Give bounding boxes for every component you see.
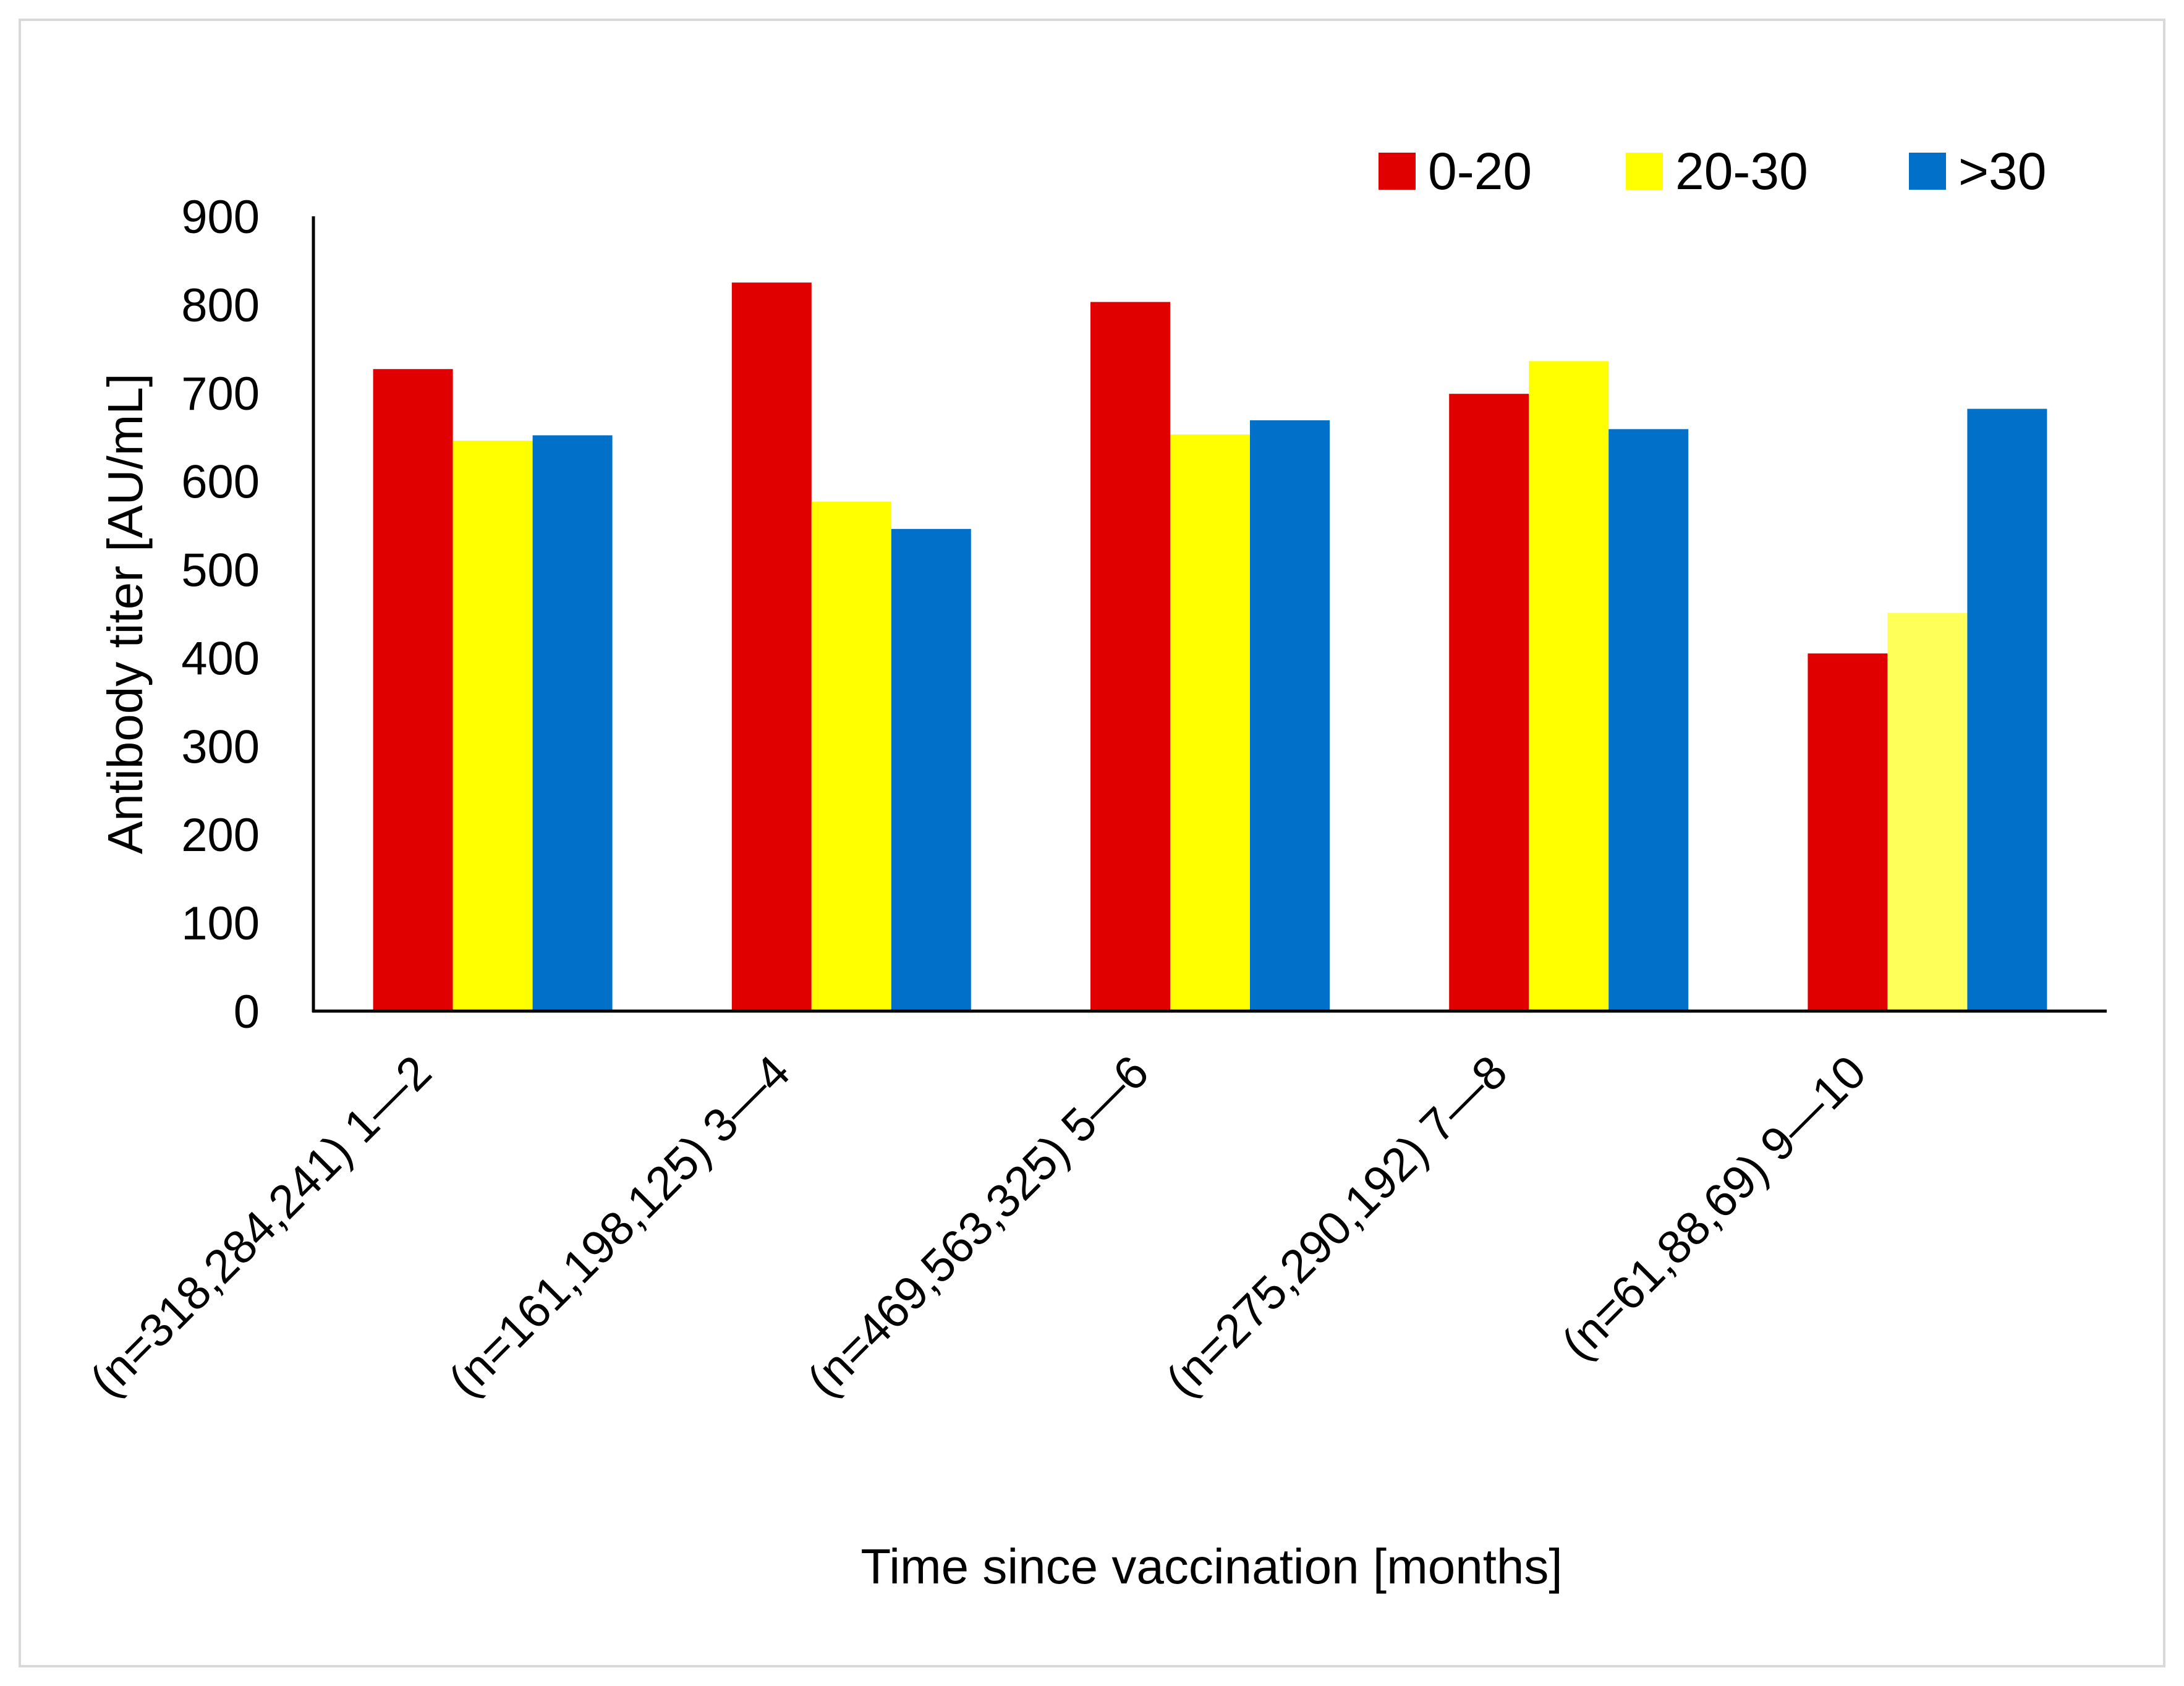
y-tick-label: 200 <box>181 809 260 862</box>
axes-group <box>312 216 2107 1013</box>
bar-2030-cat2 <box>811 501 891 1011</box>
bar-30-cat1 <box>532 435 613 1011</box>
legend-label: 20-30 <box>1675 142 1808 200</box>
y-axis-title: Antibody titer [AU/mL] <box>98 373 153 854</box>
bar-30-cat5 <box>1967 409 2047 1011</box>
bar-30-cat3 <box>1250 420 1330 1011</box>
bar-2030-cat4 <box>1529 361 1609 1011</box>
legend-label: 0-20 <box>1428 142 1532 200</box>
y-tick-label: 0 <box>234 986 260 1038</box>
y-tick-label: 300 <box>181 721 260 773</box>
x-category-label: (n=61,88,69) 9—10 <box>1552 1046 1876 1370</box>
bar-020-cat1 <box>373 369 453 1011</box>
bar-020-cat2 <box>731 282 812 1012</box>
bars-group <box>373 282 2047 1012</box>
bar-2030-cat1 <box>453 440 533 1011</box>
bar-2030-cat5 <box>1887 612 1968 1011</box>
y-tick-label: 100 <box>181 897 260 950</box>
y-tick-label: 700 <box>181 368 260 420</box>
legend-label: >30 <box>1958 142 2047 200</box>
bar-30-cat2 <box>891 528 971 1011</box>
x-axis-title: Time since vaccination [months] <box>860 1539 1562 1594</box>
x-category-label: (n=318,284,241) 1—2 <box>80 1046 441 1407</box>
legend-swatch-2030 <box>1626 153 1663 190</box>
bar-30-cat4 <box>1608 429 1689 1011</box>
legend-swatch-30 <box>1909 153 1946 190</box>
bar-2030-cat3 <box>1170 434 1250 1011</box>
x-category-label: (n=275,290,192) 7—8 <box>1156 1046 1517 1407</box>
legend: 0-20 20-30 >30 <box>1379 142 2047 200</box>
bar-020-cat3 <box>1090 302 1170 1011</box>
legend-swatch-020 <box>1379 153 1416 190</box>
x-category-labels: (n=318,284,241) 1—2(n=161,198,125) 3—4(n… <box>80 1046 1876 1407</box>
bar-020-cat5 <box>1808 653 1888 1011</box>
y-tick-label: 900 <box>181 191 260 244</box>
y-tick-labels: 0 100 200 300 400 500 600 700 800 900 <box>181 191 260 1038</box>
y-tick-label: 600 <box>181 456 260 509</box>
x-category-label: (n=469,563,325) 5—6 <box>797 1046 1158 1407</box>
y-tick-label: 500 <box>181 544 260 597</box>
x-category-label: (n=161,198,125) 3—4 <box>439 1046 800 1407</box>
y-tick-label: 800 <box>181 279 260 332</box>
bar-020-cat4 <box>1449 394 1529 1011</box>
y-tick-label: 400 <box>181 632 260 685</box>
